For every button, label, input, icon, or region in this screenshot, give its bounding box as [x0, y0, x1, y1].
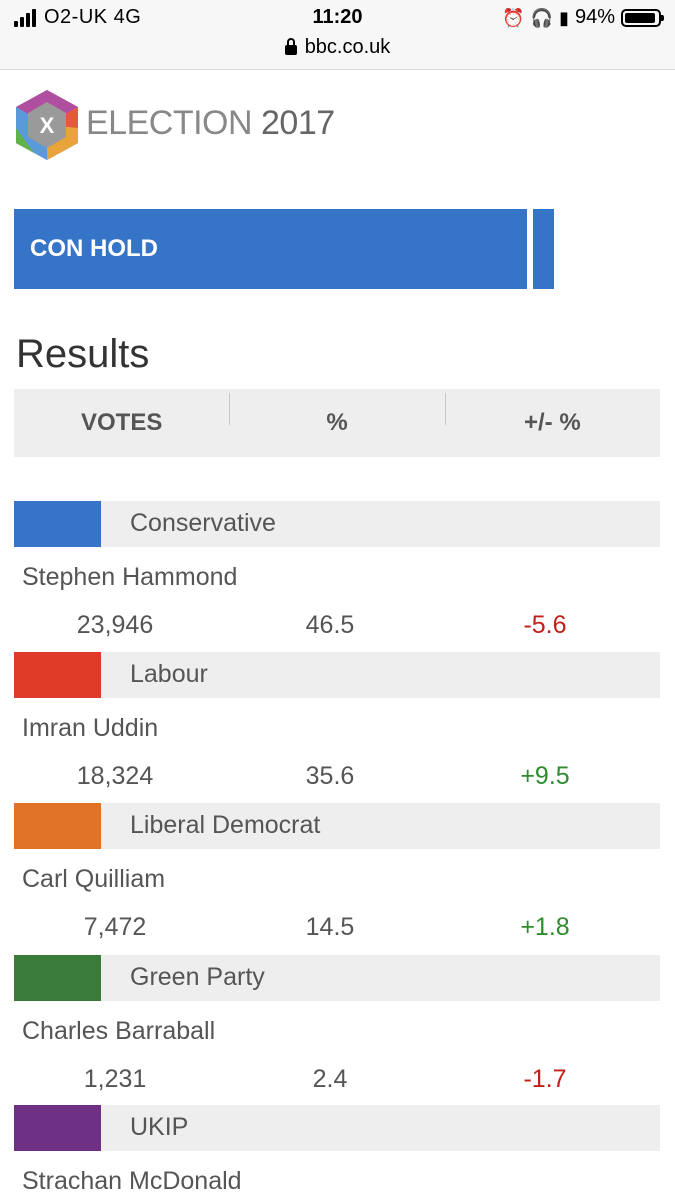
- candidate-name: Charles Barraball: [22, 1017, 216, 1045]
- party-row: Liberal Democrat: [14, 803, 660, 849]
- party-color-swatch: [14, 803, 101, 849]
- candidate-votes: 18,324: [76, 762, 154, 790]
- party-name: Labour: [130, 660, 208, 688]
- candidate-change: +1.8: [520, 913, 570, 941]
- candidate-change: +9.5: [520, 762, 570, 790]
- party-name: Conservative: [130, 509, 276, 537]
- clock: 11:20: [312, 6, 363, 28]
- candidate-name: Stephen Hammond: [22, 563, 238, 591]
- party-name: Liberal Democrat: [130, 811, 321, 839]
- party-color-swatch: [14, 501, 101, 547]
- party-row: Conservative: [14, 501, 660, 547]
- candidate-change: -5.6: [523, 611, 567, 639]
- battery-icon: [621, 8, 664, 27]
- candidate-percent: 2.4: [312, 1065, 348, 1093]
- candidate-percent: 35.6: [305, 762, 355, 790]
- candidate-name: Imran Uddin: [22, 714, 159, 742]
- result-banner-label: CON HOLD: [30, 235, 158, 262]
- party-row: UKIP: [14, 1105, 660, 1151]
- candidate-name: Strachan McDonald: [22, 1167, 242, 1195]
- party-row: Green Party: [14, 955, 660, 1001]
- battery-fill: [625, 12, 656, 23]
- battery-small-icon: ▮: [559, 7, 569, 28]
- candidate-percent: 46.5: [305, 611, 355, 639]
- address-bar[interactable]: bbc.co.uk: [0, 36, 675, 59]
- logo-letter: X: [40, 113, 55, 138]
- candidate-votes: 7,472: [83, 913, 147, 941]
- alarm-icon: ⏰: [502, 7, 525, 28]
- lock-icon: [284, 37, 297, 55]
- result-banner-segment: [533, 209, 554, 289]
- party-name: Green Party: [130, 963, 265, 991]
- column-percent[interactable]: %: [229, 393, 444, 437]
- party-color-swatch: [14, 955, 101, 1001]
- brand-election: ELECTION: [86, 104, 253, 142]
- brand-title: ELECTION 2017: [86, 104, 335, 143]
- results-column-header: VOTES % +/- %: [14, 389, 660, 457]
- battery-percent: 94%: [574, 6, 615, 28]
- results-title: Results: [16, 332, 150, 376]
- candidate-change: -1.7: [523, 1065, 567, 1093]
- candidate-percent: 14.5: [305, 913, 355, 941]
- status-bar-right: ⏰ 🎧 ▮ 94%: [502, 6, 664, 29]
- brand-year: 2017: [261, 104, 335, 142]
- column-votes[interactable]: VOTES: [80, 409, 163, 436]
- signal-strength-icon: [14, 8, 36, 27]
- status-bar: O2-UK 4G 11:20 ⏰ 🎧 ▮ 94% bbc.co.uk: [0, 0, 675, 70]
- status-bar-left: O2-UK 4G: [14, 6, 141, 29]
- election-logo-icon: X: [16, 90, 78, 160]
- candidate-votes: 1,231: [83, 1065, 147, 1093]
- party-name: UKIP: [130, 1113, 189, 1141]
- party-color-swatch: [14, 1105, 101, 1151]
- candidate-votes: 23,946: [76, 611, 154, 639]
- column-change[interactable]: +/- %: [444, 393, 660, 437]
- party-color-swatch: [14, 652, 101, 698]
- headphones-icon: 🎧: [530, 7, 554, 28]
- party-row: Labour: [14, 652, 660, 698]
- result-banner: CON HOLD: [14, 209, 527, 289]
- carrier-label: O2-UK 4G: [44, 6, 142, 28]
- url-text: bbc.co.uk: [304, 36, 391, 58]
- candidate-name: Carl Quilliam: [22, 865, 166, 893]
